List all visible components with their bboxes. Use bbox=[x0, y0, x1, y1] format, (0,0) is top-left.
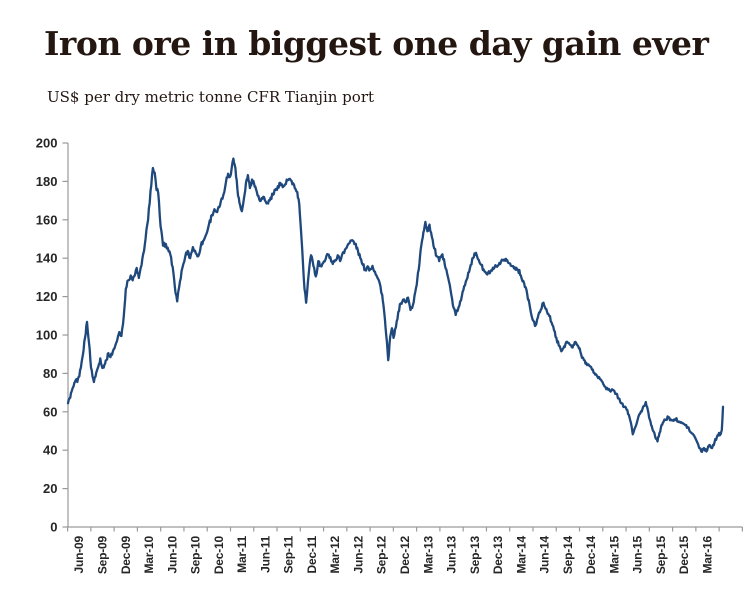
y-axis-labels: 0 20 40 60 80 100 120 140 160 180 200 bbox=[36, 136, 68, 535]
y-tick-label: 80 bbox=[43, 366, 57, 381]
y-tick-label: 40 bbox=[43, 443, 57, 458]
y-tick-label: 180 bbox=[36, 174, 58, 189]
x-tick-label: Sep-13 bbox=[468, 535, 482, 574]
x-axis-labels: Jun-09 Sep-09 Dec-09 Mar-10 Jun-10 Sep-10 Dec-… bbox=[72, 535, 714, 574]
x-tick-label: Dec-12 bbox=[398, 535, 412, 574]
x-tick-label: Mar-15 bbox=[607, 535, 621, 573]
x-tick-label: Mar-11 bbox=[235, 535, 249, 572]
chart-subtitle: US$ per dry metric tonne CFR Tianjin por… bbox=[47, 88, 375, 106]
x-tick-label: Jun-12 bbox=[351, 535, 365, 573]
y-tick-label: 140 bbox=[36, 251, 58, 266]
x-tick-label: Sep-11 bbox=[282, 535, 296, 573]
axes bbox=[67, 143, 743, 528]
x-tick-label: Dec-10 bbox=[212, 535, 226, 574]
x-tick-label: Sep-10 bbox=[189, 535, 203, 574]
x-tick-label: Jun-13 bbox=[445, 535, 459, 573]
page-title: Iron ore in biggest one day gain ever bbox=[44, 24, 709, 63]
x-tick-label: Mar-10 bbox=[142, 535, 156, 573]
y-tick-label: 160 bbox=[36, 212, 58, 227]
x-tick-label: Dec-09 bbox=[119, 535, 133, 574]
x-tick-label: Dec-13 bbox=[491, 535, 505, 574]
price-line bbox=[66, 157, 725, 454]
x-tick-label: Mar-13 bbox=[421, 535, 435, 573]
x-tick-label: Sep-15 bbox=[654, 535, 668, 574]
x-tick-label: Dec-14 bbox=[584, 535, 598, 574]
x-tick-label: Mar-12 bbox=[328, 535, 342, 573]
x-tick-label: Jun-10 bbox=[165, 535, 179, 573]
x-tick-label: Jun-11 bbox=[258, 535, 272, 572]
y-tick-label: 20 bbox=[43, 481, 57, 496]
y-tick-label: 200 bbox=[36, 136, 58, 151]
y-tick-label: 120 bbox=[36, 289, 58, 304]
x-tick-label: Sep-09 bbox=[96, 535, 110, 574]
x-tick-label: Jun-15 bbox=[631, 535, 645, 573]
x-tick-label: Sep-12 bbox=[375, 535, 389, 574]
x-tick-label: Dec-15 bbox=[677, 535, 691, 574]
y-tick-label: 100 bbox=[36, 328, 58, 343]
x-tick-label: Sep-14 bbox=[561, 535, 575, 574]
x-tick-label: Mar-16 bbox=[700, 535, 714, 573]
x-tick-label: Jun-14 bbox=[538, 535, 552, 573]
y-tick-label: 60 bbox=[43, 404, 57, 419]
x-tick-label: Dec-11 bbox=[305, 535, 319, 573]
x-tick-label: Mar-14 bbox=[514, 535, 528, 573]
y-tick-label: 0 bbox=[50, 520, 57, 535]
x-axis-ticks bbox=[66, 527, 744, 532]
x-tick-label: Jun-09 bbox=[72, 535, 86, 573]
